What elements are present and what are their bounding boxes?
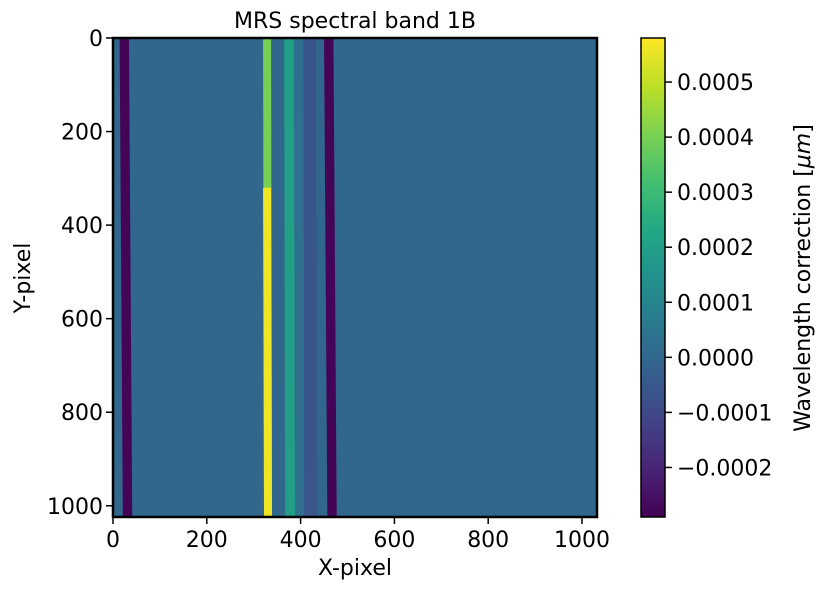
- heatmap-band-4: [284, 38, 295, 517]
- colorbar-tick-label: 0.0003: [677, 181, 754, 206]
- y-tick-label: 200: [61, 121, 103, 146]
- colorbar-tick-label: −0.0001: [677, 401, 772, 426]
- x-tick-label: 0: [106, 528, 120, 553]
- heatmap-band-7: [324, 38, 337, 517]
- y-tick-label: 600: [61, 308, 103, 333]
- x-tick-label: 200: [186, 528, 228, 553]
- colorbar-tick-label: 0.0002: [677, 236, 754, 261]
- colorbar-tick-label: 0.0000: [677, 346, 754, 371]
- colorbar-tick-label: 0.0005: [677, 71, 754, 96]
- colorbar-gradient: [641, 38, 665, 517]
- x-tick-label: 1000: [554, 528, 610, 553]
- colorbar-label-suffix: ]: [791, 124, 816, 133]
- chart-title: MRS spectral band 1B: [234, 9, 476, 34]
- plot-frame: [111, 36, 599, 519]
- colorbar-label-prefix: Wavelength correction [: [791, 168, 816, 432]
- x-tick-label: 600: [373, 528, 415, 553]
- x-axis: 0 200 400 600 800 1000: [106, 517, 610, 553]
- y-tick-label: 0: [89, 27, 103, 52]
- x-axis-label: X-pixel: [318, 556, 392, 581]
- colorbar-frame: [640, 37, 666, 518]
- colorbar-tick-label: 0.0004: [677, 126, 754, 151]
- y-tick-label: 400: [61, 214, 103, 239]
- heatmap-plot-area: [111, 36, 599, 519]
- x-tick-label: 400: [280, 528, 322, 553]
- colorbar-label-unit: μm: [791, 133, 816, 169]
- y-axis: 0 200 400 600 800 1000: [47, 27, 113, 520]
- colorbar-ticks: 0.0005 0.0004 0.0003 0.0002 0.0001 0.0000 −0.0…: [665, 71, 772, 481]
- heatmap-band-3: [263, 187, 272, 517]
- heatmap-band-6: [303, 38, 318, 517]
- heatmap-band-1: [119, 38, 133, 517]
- colorbar-label: Wavelength correction [μm]: [791, 124, 816, 432]
- y-tick-label: 800: [61, 401, 103, 426]
- colorbar-tick-label: 0.0001: [677, 291, 754, 316]
- heatmap-band-5: [294, 38, 305, 517]
- colorbar-tick-label: −0.0002: [677, 456, 772, 481]
- x-tick-label: 800: [467, 528, 509, 553]
- y-axis-label: Y-pixel: [11, 243, 36, 315]
- heatmap-background: [113, 38, 597, 517]
- y-tick-label: 1000: [47, 495, 103, 520]
- heatmap-bands: [119, 38, 337, 517]
- colorbar: 0.0005 0.0004 0.0003 0.0002 0.0001 0.0000 −0.0…: [640, 37, 816, 518]
